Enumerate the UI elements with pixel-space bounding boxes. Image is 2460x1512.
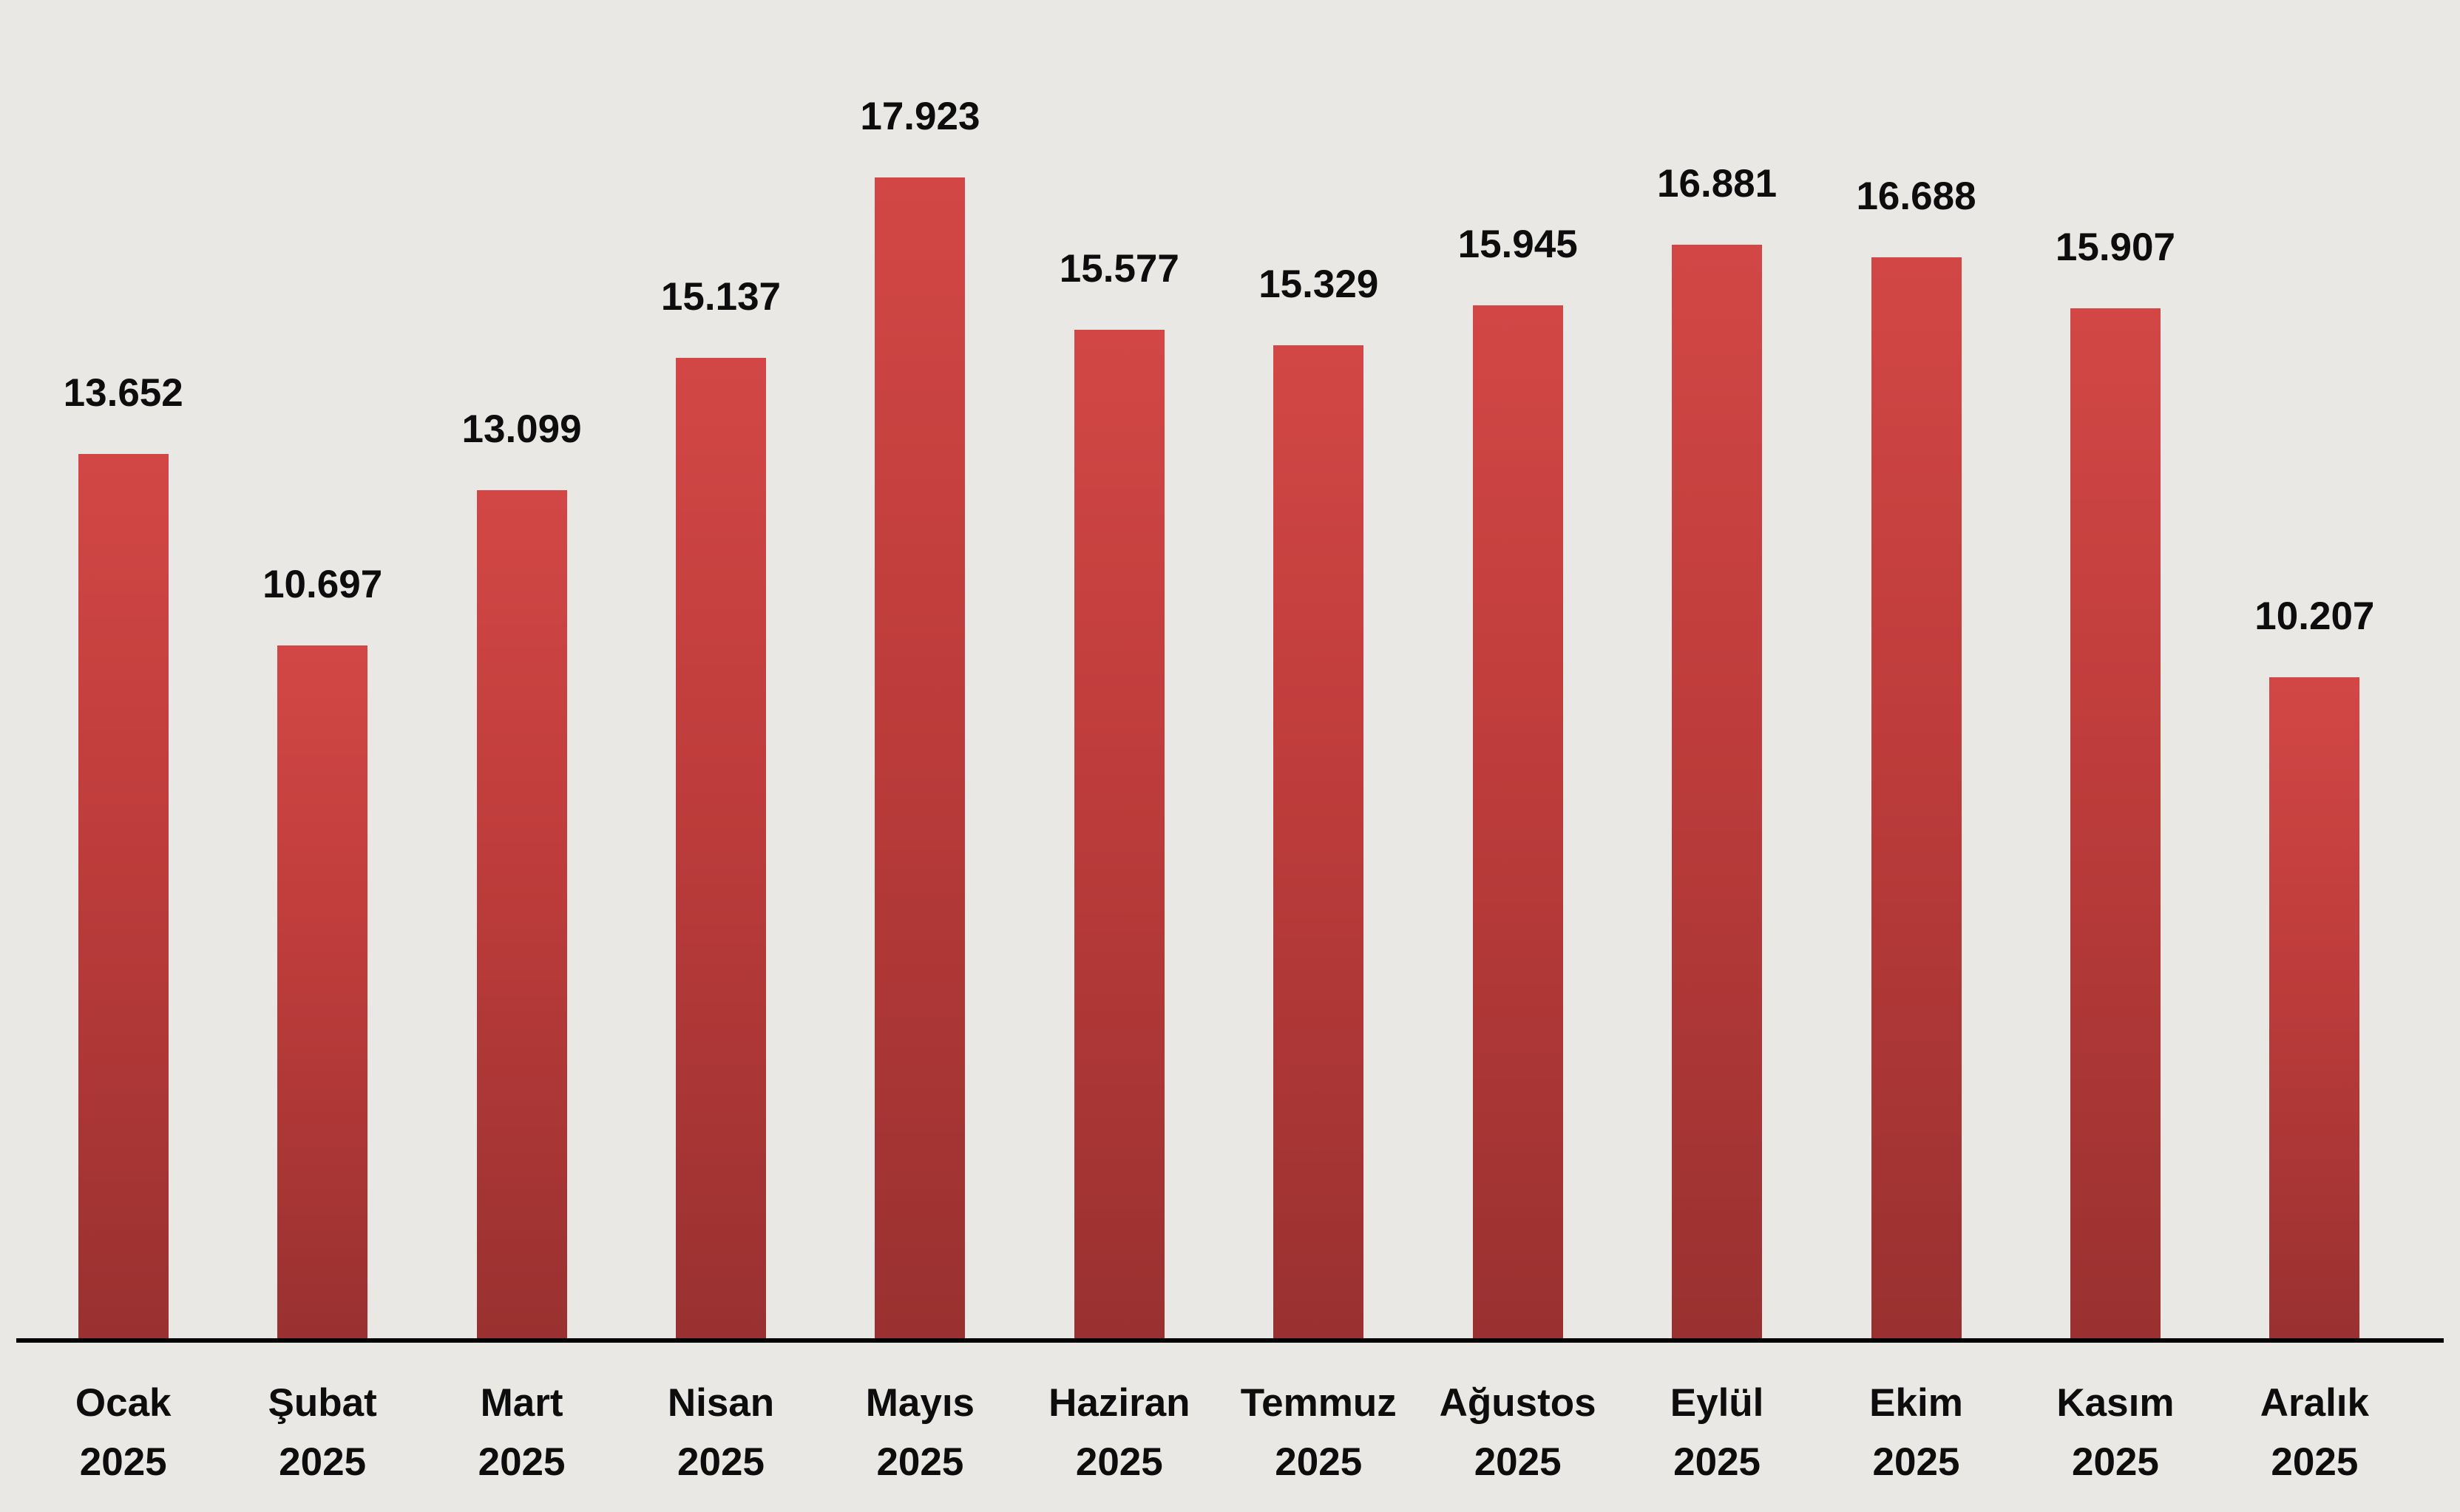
bar-value-label: 16.881 [1657, 162, 1778, 206]
x-axis-category-label: Aralık 2025 [2215, 1374, 2414, 1491]
category-month: Mart [480, 1381, 563, 1425]
bar-value-label: 13.099 [461, 407, 582, 451]
bar-column: 15.577 [1020, 0, 1219, 1338]
x-axis-category-label: Şubat 2025 [223, 1374, 421, 1491]
bar-value-label: 15.137 [660, 275, 782, 319]
bar-column: 16.881 [1617, 0, 1816, 1338]
bar-column: 15.329 [1219, 0, 1418, 1338]
bar [1074, 330, 1165, 1338]
category-month: Nisan [667, 1381, 775, 1425]
category-year: 2025 [677, 1440, 765, 1484]
bar-value-label: 15.907 [2055, 226, 2175, 269]
bar-column: 10.207 [2215, 0, 2414, 1338]
category-month: Ekim [1869, 1381, 1963, 1425]
bar [476, 490, 567, 1338]
bar-value-label: 15.945 [1457, 223, 1578, 266]
bar [2070, 308, 2161, 1338]
bar [2269, 677, 2360, 1338]
bar-column: 16.688 [1817, 0, 2016, 1338]
category-year: 2025 [478, 1440, 566, 1484]
category-month: Haziran [1048, 1381, 1190, 1425]
x-axis-category-label: Eylül 2025 [1617, 1374, 1816, 1491]
x-axis-category-label: Ekim 2025 [1817, 1374, 2016, 1491]
x-axis-category-label: Temmuz 2025 [1219, 1374, 1418, 1491]
bar [277, 645, 368, 1338]
bar [1472, 305, 1563, 1338]
bar-column: 10.697 [223, 0, 421, 1338]
bar-value-label: 15.329 [1258, 262, 1379, 306]
x-axis-category-label: Nisan 2025 [621, 1374, 820, 1491]
category-month: Kasım [2056, 1381, 2175, 1425]
bar-column: 17.923 [821, 0, 1020, 1338]
bar-column: 15.137 [621, 0, 820, 1338]
category-month: Aralık [2260, 1381, 2369, 1425]
bar [1871, 257, 1962, 1338]
x-axis-category-label: Ocak 2025 [24, 1374, 223, 1491]
x-axis-category-label: Mart 2025 [422, 1374, 621, 1491]
category-month: Ağustos [1439, 1381, 1596, 1425]
x-axis-category-label: Mayıs 2025 [821, 1374, 1020, 1491]
category-year: 2025 [1673, 1440, 1761, 1484]
bar-column: 15.907 [2016, 0, 2215, 1338]
category-year: 2025 [1275, 1440, 1363, 1484]
bar [78, 454, 169, 1338]
bar-column: 13.099 [422, 0, 621, 1338]
category-year: 2025 [2071, 1440, 2159, 1484]
category-year: 2025 [79, 1440, 167, 1484]
bar [1273, 345, 1364, 1338]
bar-value-label: 16.688 [1856, 174, 1976, 218]
plot-area: 13.652 10.697 13.099 15.137 17.923 15.57… [16, 0, 2444, 1343]
category-year: 2025 [2271, 1440, 2359, 1484]
category-month: Temmuz [1240, 1381, 1397, 1425]
category-year: 2025 [279, 1440, 367, 1484]
bar-column: 13.652 [24, 0, 223, 1338]
category-month: Mayıs [865, 1381, 975, 1425]
bar [875, 177, 966, 1338]
category-month: Şubat [268, 1381, 377, 1425]
category-year: 2025 [1872, 1440, 1960, 1484]
bar-value-label: 13.652 [63, 371, 183, 415]
x-axis-category-label: Haziran 2025 [1020, 1374, 1219, 1491]
bar-value-label: 17.923 [860, 95, 980, 138]
category-year: 2025 [876, 1440, 964, 1484]
category-year: 2025 [1075, 1440, 1163, 1484]
x-axis-labels: Ocak 2025 Şubat 2025 Mart 2025 Nisan 202… [16, 1343, 2444, 1491]
bar [675, 358, 766, 1338]
bar [1672, 245, 1763, 1338]
category-year: 2025 [1474, 1440, 1562, 1484]
x-axis-category-label: Ağustos 2025 [1418, 1374, 1617, 1491]
bar-value-label: 10.697 [262, 563, 383, 606]
bar-value-label: 10.207 [2254, 594, 2375, 638]
category-month: Eylül [1670, 1381, 1764, 1425]
bar-column: 15.945 [1418, 0, 1617, 1338]
category-month: Ocak [75, 1381, 172, 1425]
bar-value-label: 15.577 [1059, 247, 1179, 291]
x-axis-category-label: Kasım 2025 [2016, 1374, 2215, 1491]
